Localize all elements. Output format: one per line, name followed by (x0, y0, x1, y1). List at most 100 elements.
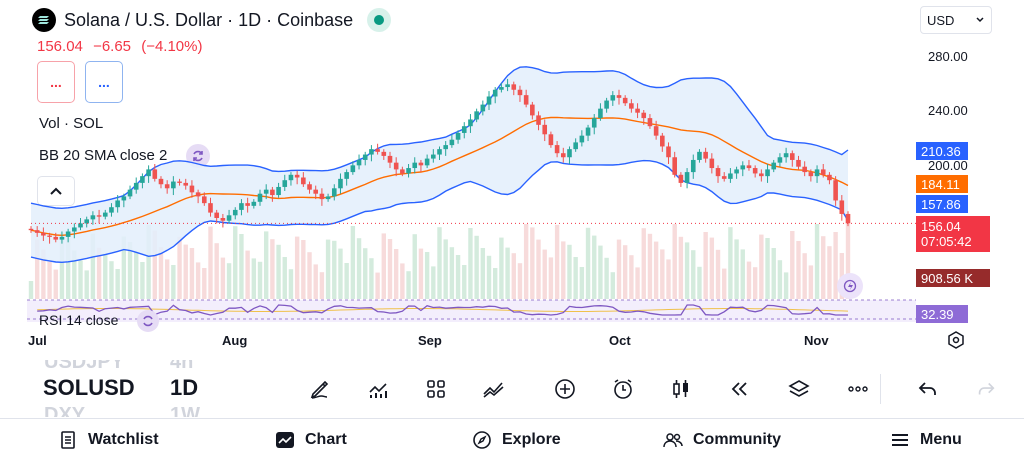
buy-button[interactable]: ... (85, 61, 123, 103)
bb-upper-tag: 210.36 (916, 142, 968, 160)
volume-bar (790, 231, 795, 299)
order-buttons: ... ... (37, 61, 123, 103)
candle-body (109, 207, 114, 213)
candle-body (511, 84, 517, 90)
compare-icon[interactable] (477, 372, 511, 406)
candle-body (672, 157, 677, 175)
candle-body (486, 96, 492, 105)
candle-type-icon[interactable] (664, 372, 698, 406)
candle-body (59, 236, 65, 240)
nav-watchlist[interactable]: Watchlist (58, 430, 159, 450)
candle-body (796, 159, 801, 167)
volume-bar (598, 245, 603, 299)
nav-community[interactable]: Community (663, 430, 781, 450)
volume-bar (814, 224, 820, 299)
currency-select[interactable]: USD (920, 6, 992, 34)
nav-menu[interactable]: Menu (890, 430, 962, 450)
bb-lower-line (30, 159, 849, 264)
candle-body (709, 158, 715, 169)
watchlist-current-symbol[interactable]: SOLUSD (43, 375, 135, 400)
community-icon (663, 433, 683, 448)
candle-body (47, 235, 52, 237)
candle-body (660, 135, 665, 147)
candle-body (288, 174, 294, 181)
market-status-icon[interactable] (367, 8, 392, 32)
flash-icon[interactable] (837, 273, 863, 299)
candle-body (158, 178, 164, 185)
undo-icon[interactable] (911, 372, 945, 406)
nav-chart[interactable]: Chart (275, 430, 347, 450)
volume-bar (307, 252, 312, 299)
candle-body (115, 200, 120, 208)
volume-indicator-label[interactable]: Vol · SOL (39, 115, 104, 132)
symbol-title[interactable]: Solana / U.S. Dollar · 1D · Coinbase (64, 9, 354, 30)
volume-bar (796, 241, 801, 299)
nav-explore[interactable]: Explore (472, 430, 561, 450)
volume-bar (34, 239, 40, 299)
bollinger-indicator-label[interactable]: BB 20 SMA close 2 (39, 147, 168, 164)
x-label-jul: Jul (28, 333, 47, 348)
candle-body (257, 193, 263, 202)
volume-bar (393, 249, 399, 299)
more-icon[interactable] (841, 372, 875, 406)
watchlist-current-interval[interactable]: 1D (170, 375, 199, 400)
volume-bar (214, 243, 219, 299)
volume-bar (783, 272, 789, 299)
hamburger-icon (892, 434, 908, 446)
chart-icon (276, 432, 294, 448)
layers-icon[interactable] (782, 372, 816, 406)
layouts-icon[interactable] (419, 372, 453, 406)
solana-logo-icon (32, 8, 56, 32)
volume-bar (734, 239, 739, 299)
candle-body (220, 218, 226, 221)
candle-body (530, 104, 535, 116)
x-label-oct: Oct (609, 333, 631, 348)
sell-button[interactable]: ... (37, 61, 75, 103)
volume-bar (158, 247, 164, 299)
volume-bar (821, 236, 826, 299)
candle-body (678, 174, 684, 183)
alert-icon[interactable] (606, 372, 640, 406)
volume-bar (684, 242, 690, 299)
volume-bar (443, 239, 448, 299)
volume-bar (369, 258, 374, 299)
replay-icon[interactable] (722, 372, 756, 406)
chart-settings-icon[interactable] (946, 330, 966, 350)
watchlist-next-symbol[interactable]: DXY (44, 404, 86, 426)
bb-basis-tag: 184.11 (916, 175, 968, 193)
volume-tag: 908.56 K (916, 269, 990, 287)
brush-icon[interactable] (303, 372, 337, 406)
candle-body (362, 154, 368, 160)
volume-bar (728, 227, 733, 299)
add-icon[interactable] (548, 372, 582, 406)
volume-bar (183, 244, 188, 299)
candle-body (270, 189, 275, 196)
candle-body (505, 84, 510, 88)
collapse-indicators-button[interactable] (37, 176, 75, 206)
volume-bar (47, 261, 52, 299)
candle-body (641, 112, 647, 119)
candle-body (177, 181, 182, 183)
price-chart[interactable] (0, 0, 1024, 330)
candle-body (771, 162, 777, 170)
watchlist-prev-symbol[interactable]: USDJPY (44, 351, 125, 373)
rsi-indicator-label[interactable]: RSI 14 close (39, 312, 119, 328)
redo-icon[interactable] (975, 372, 997, 406)
candle-body (697, 151, 702, 160)
volume-bar (96, 247, 102, 299)
candle-body (301, 177, 306, 185)
symbol-header[interactable]: Solana / U.S. Dollar · 1D · Coinbase (32, 8, 392, 32)
candle-body (369, 149, 374, 155)
watchlist-prev-interval[interactable]: 4h (170, 351, 194, 373)
watchlist-next-interval[interactable]: 1W (170, 404, 200, 426)
volume-bar (356, 238, 362, 299)
volume-bar (251, 258, 257, 299)
volume-bar (115, 269, 120, 299)
volume-bar (672, 224, 677, 299)
x-label-sep: Sep (418, 333, 442, 348)
candle-body (827, 174, 832, 181)
indicators-icon[interactable] (361, 372, 395, 406)
volume-bar (480, 248, 486, 299)
candle-body (350, 165, 356, 173)
volume-bar (257, 261, 263, 299)
